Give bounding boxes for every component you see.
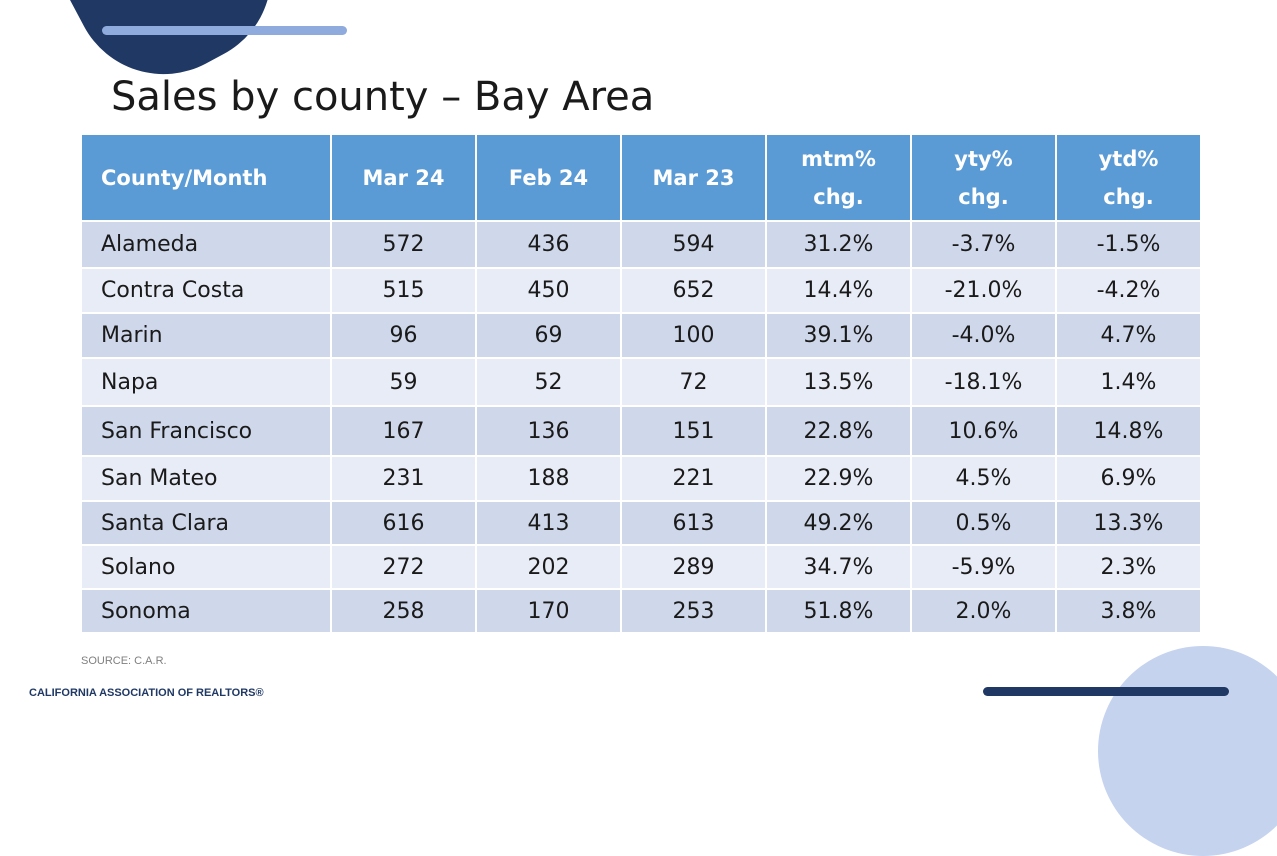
header-ytd-line1: ytd% [1098, 146, 1159, 171]
cell-mar-24: 572 [330, 220, 477, 269]
cell-county: Sonoma [80, 588, 332, 634]
cell-feb-24: 52 [475, 357, 622, 407]
header-ytd-line2: chg. [1103, 184, 1154, 209]
cell-county: San Mateo [80, 455, 332, 502]
cell-ytd-chg: 14.8% [1055, 405, 1202, 457]
cell-ytd-chg: 6.9% [1055, 455, 1202, 502]
header-ytd-chg: ytd% chg. [1055, 133, 1202, 222]
cell-county: Santa Clara [80, 500, 332, 546]
cell-mar-23: 594 [620, 220, 767, 269]
cell-feb-24: 436 [475, 220, 622, 269]
cell-yty-chg: 4.5% [910, 455, 1057, 502]
header-mtm-chg: mtm% chg. [765, 133, 912, 222]
header-mar-24-label: Mar 24 [362, 165, 445, 190]
cell-county: Contra Costa [80, 267, 332, 314]
table-row: Contra Costa 515 450 652 14.4% -21.0% -4.2% [80, 267, 1202, 314]
cell-mar-23: 289 [620, 544, 767, 590]
decorative-bottom-line [983, 687, 1229, 696]
decorative-top-line [102, 26, 347, 35]
header-mar-23-label: Mar 23 [652, 165, 735, 190]
cell-feb-24: 69 [475, 312, 622, 359]
cell-county: Solano [80, 544, 332, 590]
header-mar-23: Mar 23 [620, 133, 767, 222]
table-row: San Francisco 167 136 151 22.8% 10.6% 14.8% [80, 405, 1202, 457]
cell-county: Alameda [80, 220, 332, 269]
slide-title: Sales by county – Bay Area [111, 74, 655, 120]
header-feb-24-label: Feb 24 [508, 165, 589, 190]
header-mtm-line1: mtm% [801, 146, 876, 171]
car-logo: CALIFORNIA ASSOCIATION OF REALTORS® [29, 687, 264, 699]
cell-ytd-chg: 4.7% [1055, 312, 1202, 359]
cell-feb-24: 136 [475, 405, 622, 457]
header-county-label: County/Month [101, 165, 268, 190]
cell-ytd-chg: 1.4% [1055, 357, 1202, 407]
cell-mar-24: 96 [330, 312, 477, 359]
cell-mar-24: 231 [330, 455, 477, 502]
cell-feb-24: 202 [475, 544, 622, 590]
table-row: Alameda 572 436 594 31.2% -3.7% -1.5% [80, 220, 1202, 269]
cell-mar-24: 515 [330, 267, 477, 314]
cell-yty-chg: -5.9% [910, 544, 1057, 590]
cell-feb-24: 450 [475, 267, 622, 314]
cell-mar-23: 100 [620, 312, 767, 359]
cell-ytd-chg: 2.3% [1055, 544, 1202, 590]
cell-mar-23: 613 [620, 500, 767, 546]
cell-mar-24: 616 [330, 500, 477, 546]
table-row: Solano 272 202 289 34.7% -5.9% 2.3% [80, 544, 1202, 590]
cell-mtm-chg: 39.1% [765, 312, 912, 359]
cell-yty-chg: 2.0% [910, 588, 1057, 634]
cell-yty-chg: -4.0% [910, 312, 1057, 359]
table-header-row: County/Month Mar 24 Feb 24 Mar 23 mtm% ch… [80, 133, 1202, 222]
cell-county: San Francisco [80, 405, 332, 457]
cell-mtm-chg: 51.8% [765, 588, 912, 634]
cell-mtm-chg: 22.9% [765, 455, 912, 502]
header-yty-line2: chg. [958, 184, 1009, 209]
decorative-light-circle [1098, 646, 1277, 856]
table-row: Napa 59 52 72 13.5% -18.1% 1.4% [80, 357, 1202, 407]
header-yty-line1: yty% [954, 146, 1013, 171]
source-note: SOURCE: C.A.R. [81, 655, 167, 667]
cell-mar-24: 258 [330, 588, 477, 634]
cell-ytd-chg: 3.8% [1055, 588, 1202, 634]
cell-county: Napa [80, 357, 332, 407]
header-feb-24: Feb 24 [475, 133, 622, 222]
cell-mar-24: 272 [330, 544, 477, 590]
cell-county: Marin [80, 312, 332, 359]
cell-mtm-chg: 14.4% [765, 267, 912, 314]
cell-mar-23: 253 [620, 588, 767, 634]
cell-yty-chg: 10.6% [910, 405, 1057, 457]
cell-yty-chg: -18.1% [910, 357, 1057, 407]
cell-mar-24: 59 [330, 357, 477, 407]
header-county: County/Month [80, 133, 332, 222]
cell-feb-24: 188 [475, 455, 622, 502]
header-mtm-line2: chg. [813, 184, 864, 209]
cell-mar-23: 151 [620, 405, 767, 457]
cell-mtm-chg: 49.2% [765, 500, 912, 546]
table-body: Alameda 572 436 594 31.2% -3.7% -1.5% Contra Co… [80, 220, 1202, 634]
sales-table: County/Month Mar 24 Feb 24 Mar 23 mtm% ch… [80, 133, 1202, 634]
cell-feb-24: 170 [475, 588, 622, 634]
cell-mar-23: 72 [620, 357, 767, 407]
cell-ytd-chg: -1.5% [1055, 220, 1202, 269]
header-mar-24: Mar 24 [330, 133, 477, 222]
cell-mtm-chg: 22.8% [765, 405, 912, 457]
cell-ytd-chg: 13.3% [1055, 500, 1202, 546]
cell-feb-24: 413 [475, 500, 622, 546]
cell-yty-chg: -3.7% [910, 220, 1057, 269]
table-row: San Mateo 231 188 221 22.9% 4.5% 6.9% [80, 455, 1202, 502]
cell-mar-23: 652 [620, 267, 767, 314]
table-row: Marin 96 69 100 39.1% -4.0% 4.7% [80, 312, 1202, 359]
cell-mar-24: 167 [330, 405, 477, 457]
cell-mtm-chg: 34.7% [765, 544, 912, 590]
header-yty-chg: yty% chg. [910, 133, 1057, 222]
cell-yty-chg: -21.0% [910, 267, 1057, 314]
cell-mtm-chg: 31.2% [765, 220, 912, 269]
table-row: Sonoma 258 170 253 51.8% 2.0% 3.8% [80, 588, 1202, 634]
table-row: Santa Clara 616 413 613 49.2% 0.5% 13.3% [80, 500, 1202, 546]
cell-ytd-chg: -4.2% [1055, 267, 1202, 314]
cell-yty-chg: 0.5% [910, 500, 1057, 546]
cell-mtm-chg: 13.5% [765, 357, 912, 407]
cell-mar-23: 221 [620, 455, 767, 502]
